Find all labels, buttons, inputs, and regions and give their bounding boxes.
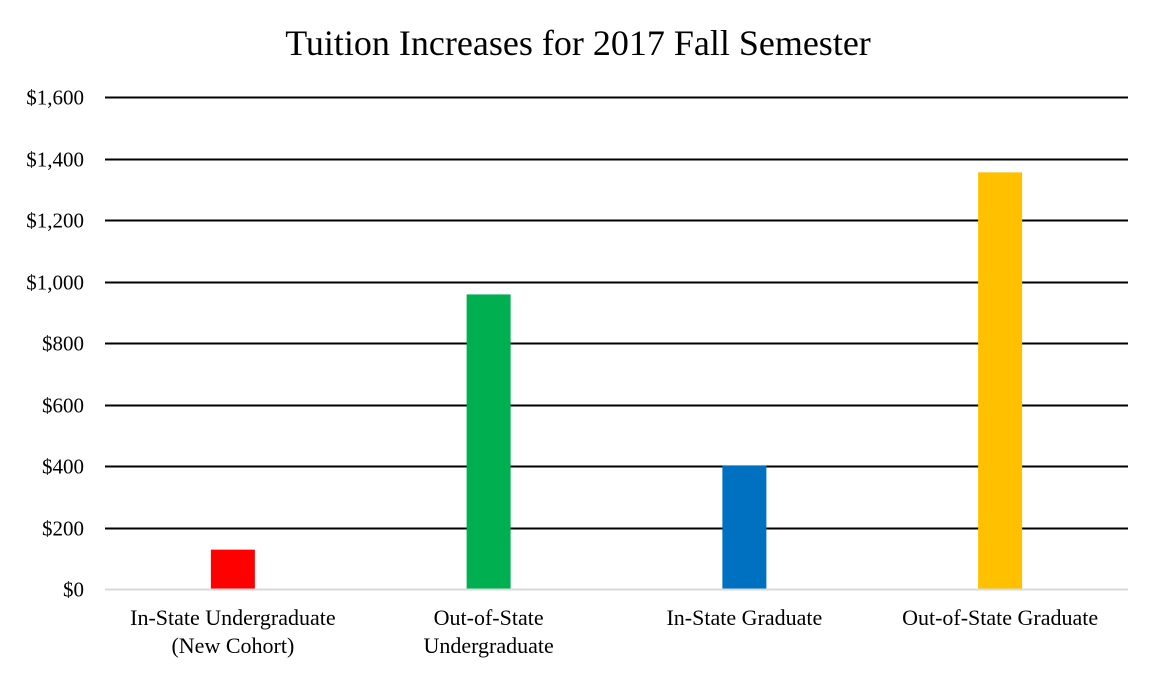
x-category-label-line: Out-of-State Graduate <box>902 605 1098 630</box>
x-axis-category-labels: In-State Undergraduate (New Cohort) Out-of… <box>130 605 1098 658</box>
x-category-label-line: In-State Undergraduate <box>130 605 335 630</box>
y-tick-label: $600 <box>42 394 84 418</box>
bar <box>978 172 1023 589</box>
y-tick-label: $1,400 <box>26 148 84 172</box>
x-category-label-line: (New Cohort) <box>171 633 294 658</box>
y-tick-label: $1,600 <box>26 86 84 110</box>
y-tick-label: $1,000 <box>26 271 84 295</box>
bar <box>722 465 767 589</box>
x-category-label-line: In-State Graduate <box>666 605 822 630</box>
gridlines <box>105 96 1128 530</box>
bars <box>210 172 1023 589</box>
y-tick-label: $400 <box>42 455 84 479</box>
chart-title: Tuition Increases for 2017 Fall Semester <box>285 23 871 63</box>
x-category-label: Out-of-State Graduate <box>902 605 1098 630</box>
x-category-label-line: Out-of-State <box>434 605 544 630</box>
bar <box>210 549 255 589</box>
x-category-label-line: Undergraduate <box>423 633 553 658</box>
y-tick-label: $1,200 <box>26 209 84 233</box>
y-tick-label: $0 <box>63 578 84 602</box>
bar <box>466 294 511 589</box>
x-category-label: In-State Graduate <box>666 605 822 630</box>
y-tick-label: $800 <box>42 332 84 356</box>
y-tick-label: $200 <box>42 517 84 541</box>
x-category-label: Out-of-State Undergraduate <box>423 605 553 658</box>
y-axis-tick-labels: $0 $200 $400 $600 $800 $1,000 $1,200 $1,400 $1,6… <box>26 86 84 602</box>
x-category-label: In-State Undergraduate (New Cohort) <box>130 605 335 658</box>
